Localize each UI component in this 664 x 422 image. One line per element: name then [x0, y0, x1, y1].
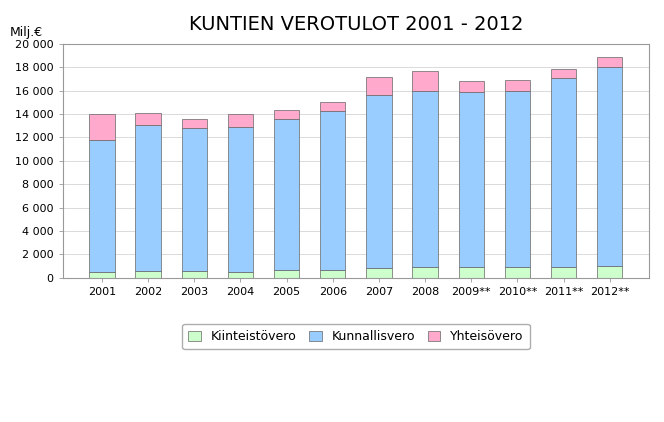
- Bar: [274, 119, 299, 270]
- Bar: [551, 69, 576, 78]
- Bar: [89, 140, 115, 272]
- Bar: [367, 268, 392, 278]
- Bar: [89, 114, 115, 140]
- Bar: [551, 267, 576, 278]
- Title: KUNTIEN VEROTULOT 2001 - 2012: KUNTIEN VEROTULOT 2001 - 2012: [189, 15, 523, 34]
- Bar: [182, 271, 207, 278]
- Bar: [597, 67, 622, 266]
- Text: Milj.€: Milj.€: [10, 26, 43, 39]
- Bar: [412, 267, 438, 278]
- Bar: [412, 71, 438, 91]
- Bar: [135, 271, 161, 278]
- Bar: [274, 110, 299, 119]
- Bar: [597, 266, 622, 278]
- Bar: [320, 270, 345, 278]
- Bar: [135, 125, 161, 271]
- Bar: [135, 114, 161, 125]
- Bar: [597, 57, 622, 67]
- Bar: [182, 127, 207, 271]
- Bar: [367, 77, 392, 95]
- Bar: [367, 95, 392, 268]
- Bar: [459, 267, 484, 278]
- Bar: [228, 127, 253, 272]
- Bar: [505, 80, 530, 91]
- Bar: [274, 270, 299, 278]
- Bar: [459, 81, 484, 92]
- Bar: [182, 119, 207, 127]
- Bar: [89, 272, 115, 278]
- Legend: Kiinteistövero, Kunnallisvero, Yhteisövero: Kiinteistövero, Kunnallisvero, Yhteisöve…: [182, 324, 530, 349]
- Bar: [228, 272, 253, 278]
- Bar: [505, 267, 530, 278]
- Bar: [412, 91, 438, 267]
- Bar: [459, 92, 484, 267]
- Bar: [228, 114, 253, 127]
- Bar: [551, 78, 576, 267]
- Bar: [320, 111, 345, 270]
- Bar: [505, 91, 530, 267]
- Bar: [320, 103, 345, 111]
